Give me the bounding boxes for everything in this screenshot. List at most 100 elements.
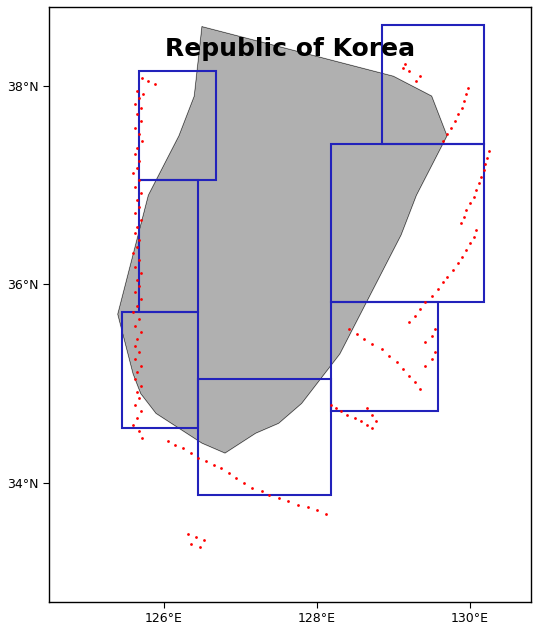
- Point: [179, 443, 187, 453]
- Point: [135, 426, 144, 436]
- Point: [449, 265, 457, 275]
- Point: [405, 370, 413, 380]
- Point: [352, 329, 361, 339]
- Point: [475, 178, 483, 188]
- Point: [458, 103, 466, 113]
- Point: [462, 205, 470, 215]
- Point: [184, 529, 193, 539]
- Point: [133, 367, 141, 377]
- Point: [133, 413, 141, 423]
- Point: [351, 413, 359, 423]
- Point: [469, 192, 478, 202]
- Point: [465, 198, 474, 209]
- Point: [131, 321, 140, 331]
- Point: [217, 463, 225, 473]
- Point: [186, 448, 195, 458]
- Bar: [122, 312, 198, 428]
- Point: [472, 185, 480, 195]
- Point: [313, 506, 321, 516]
- Point: [135, 129, 144, 139]
- Point: [129, 168, 138, 178]
- Point: [138, 433, 147, 443]
- Point: [135, 281, 144, 291]
- Bar: [382, 25, 484, 143]
- Point: [150, 79, 159, 89]
- Point: [137, 103, 145, 113]
- Point: [133, 109, 141, 119]
- Point: [138, 136, 147, 146]
- Point: [135, 347, 144, 357]
- Point: [265, 490, 274, 500]
- Point: [362, 420, 371, 430]
- Point: [400, 59, 409, 70]
- Point: [431, 347, 440, 357]
- Point: [367, 423, 376, 434]
- Point: [137, 215, 145, 225]
- Bar: [330, 302, 438, 411]
- Point: [135, 93, 144, 103]
- Point: [458, 252, 466, 262]
- Point: [135, 175, 144, 185]
- Point: [274, 492, 283, 502]
- Point: [130, 99, 139, 109]
- Polygon shape: [118, 27, 447, 453]
- Point: [131, 374, 140, 384]
- Point: [240, 478, 249, 488]
- Bar: [198, 379, 330, 495]
- Point: [130, 149, 139, 159]
- Point: [131, 262, 140, 272]
- Point: [393, 356, 401, 367]
- Point: [362, 403, 371, 413]
- Point: [421, 297, 430, 307]
- Point: [464, 83, 472, 94]
- Point: [133, 242, 141, 252]
- Point: [129, 420, 138, 430]
- Point: [439, 277, 448, 288]
- Point: [135, 155, 144, 166]
- Point: [454, 258, 463, 268]
- Point: [224, 468, 233, 478]
- Point: [331, 403, 340, 413]
- Point: [398, 63, 407, 73]
- Point: [131, 400, 140, 410]
- Point: [410, 311, 419, 321]
- Point: [465, 238, 474, 248]
- Point: [427, 291, 436, 301]
- Point: [485, 145, 493, 155]
- Point: [443, 129, 451, 139]
- Point: [405, 66, 413, 76]
- Point: [133, 301, 141, 312]
- Point: [130, 228, 139, 238]
- Point: [427, 354, 436, 364]
- Point: [131, 288, 140, 298]
- Point: [303, 502, 312, 513]
- Point: [462, 245, 470, 255]
- Point: [137, 267, 145, 277]
- Point: [326, 400, 335, 410]
- Point: [144, 76, 153, 87]
- Point: [131, 354, 140, 364]
- Point: [293, 499, 302, 509]
- Point: [372, 416, 381, 427]
- Point: [378, 344, 386, 354]
- Point: [247, 483, 256, 493]
- Point: [138, 73, 147, 83]
- Point: [454, 109, 463, 119]
- Point: [385, 351, 394, 361]
- Point: [284, 495, 292, 506]
- Point: [186, 539, 195, 549]
- Point: [431, 324, 440, 334]
- Point: [345, 324, 353, 334]
- Point: [192, 532, 200, 542]
- Point: [135, 393, 144, 403]
- Point: [459, 96, 468, 106]
- Point: [137, 188, 145, 198]
- Point: [202, 456, 210, 466]
- Point: [131, 208, 140, 218]
- Point: [133, 274, 141, 284]
- Point: [469, 232, 478, 242]
- Point: [405, 317, 413, 327]
- Point: [360, 334, 369, 344]
- Point: [343, 410, 352, 420]
- Point: [129, 248, 138, 258]
